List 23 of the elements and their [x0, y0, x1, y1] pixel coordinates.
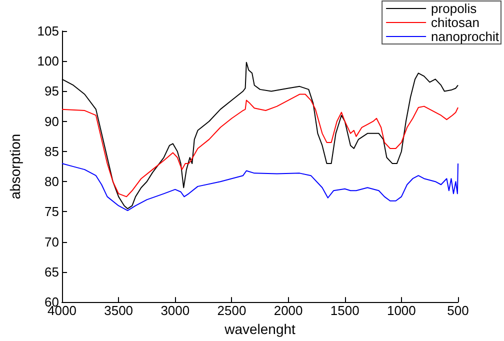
y-tick-label: 80 [44, 174, 59, 190]
x-tick-label: 3000 [160, 303, 190, 318]
x-tick-label: 1000 [386, 303, 416, 318]
y-tick-label: 70 [44, 234, 59, 250]
y-tick-label: 90 [44, 114, 59, 129]
line-series [62, 94, 458, 198]
legend-label: chitosan [431, 15, 480, 30]
x-tick-label: 2500 [217, 303, 246, 318]
y-tick-label: 65 [44, 264, 59, 280]
y-axis-title: absorption [7, 134, 23, 200]
x-tick-label: 1500 [330, 303, 360, 318]
y-tick-label: 85 [44, 144, 59, 159]
x-tick-label: 3500 [104, 303, 134, 318]
y-tick-label: 100 [37, 54, 59, 69]
legend-label: propolis [431, 1, 478, 16]
legend-label: nanoprochit [431, 29, 500, 44]
y-tick-label: 95 [44, 84, 59, 99]
x-tick-label: 2000 [274, 303, 303, 318]
y-tick-label: 105 [37, 24, 59, 38]
line-series [62, 163, 458, 212]
y-tick-label: 75 [44, 204, 59, 220]
x-tick-label: 500 [447, 303, 469, 318]
x-axis-title: wavelenght [224, 321, 296, 337]
